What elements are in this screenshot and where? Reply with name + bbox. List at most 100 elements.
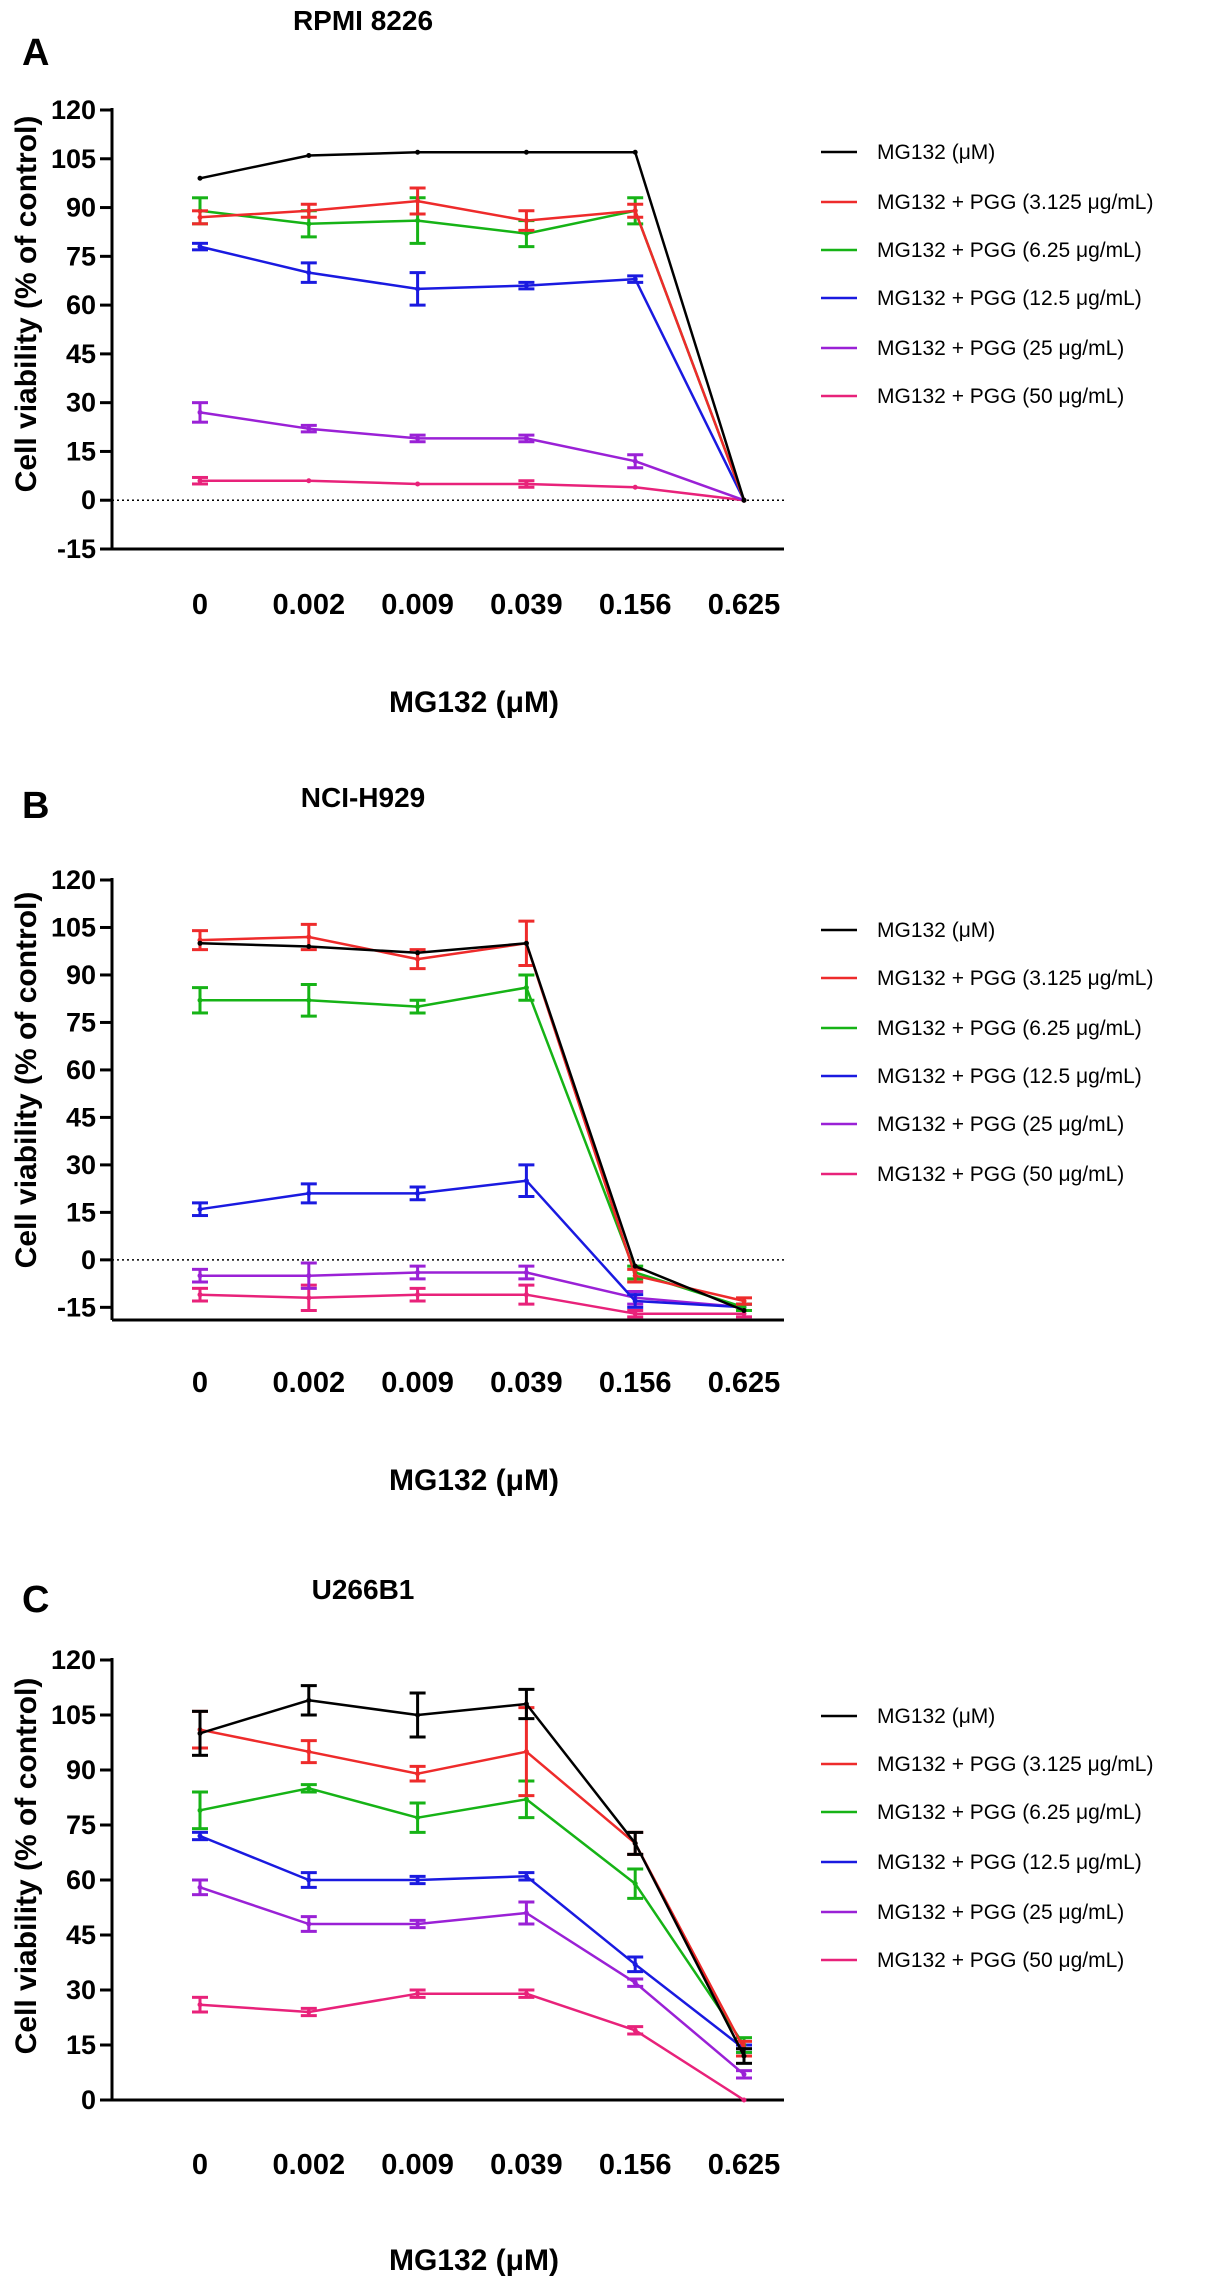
data-point — [632, 484, 638, 490]
x-tick-label: 0.156 — [599, 2149, 672, 2181]
data-point — [523, 1292, 529, 1298]
series-line — [200, 986, 745, 1309]
data-point — [197, 409, 203, 415]
data-point — [197, 1807, 203, 1813]
panel-a-plot: 120 105 90 75 60 45 30 15 0 -15 0 0.002 0.009 0.039 0.… — [51, 95, 784, 621]
x-tick-label: 0.002 — [273, 589, 346, 621]
data-point — [523, 1910, 529, 1916]
data-point — [523, 231, 529, 237]
data-point — [415, 1004, 421, 1010]
data-point — [523, 985, 529, 991]
data-point — [197, 1273, 203, 1279]
data-point — [632, 208, 638, 214]
legend-label: MG132 + PGG (3.125 μg/mL) — [877, 191, 1153, 214]
panel-a: A RPMI 8226 Cell viability (% of control… — [10, 5, 1153, 719]
series-line — [200, 479, 745, 502]
series-line — [199, 199, 746, 501]
y-tick-label: 90 — [66, 193, 96, 223]
legend-label: MG132 + PGG (50 μg/mL) — [877, 1949, 1124, 1972]
data-point — [523, 1701, 529, 1707]
x-tick-label: 0.156 — [599, 589, 672, 621]
data-point — [523, 218, 529, 224]
data-point — [415, 435, 421, 441]
data-point — [415, 1190, 421, 1196]
data-point — [523, 481, 529, 487]
x-tick-label: 0.156 — [599, 1367, 672, 1399]
data-point — [306, 1785, 312, 1791]
y-tick-label: 90 — [66, 1755, 96, 1785]
data-point — [632, 1298, 638, 1304]
legend-label: MG132 + PGG (12.5 μg/mL) — [877, 1065, 1142, 1088]
data-point — [632, 1881, 638, 1887]
series-line — [199, 151, 746, 501]
data-point — [741, 2071, 747, 2077]
y-tick-label: 15 — [66, 1197, 96, 1227]
x-tick-label: 0 — [192, 589, 208, 621]
legend-label: MG132 + PGG (3.125 μg/mL) — [877, 1753, 1153, 1776]
data-point — [197, 1833, 203, 1839]
series-line — [199, 245, 746, 501]
data-point — [741, 497, 747, 503]
y-tick-label: 30 — [66, 1975, 96, 2005]
x-tick-label: 0.002 — [273, 2149, 346, 2181]
data-point — [415, 1771, 421, 1777]
data-point — [197, 1730, 203, 1736]
y-tick-label: 90 — [66, 960, 96, 990]
data-point — [306, 934, 312, 940]
series-line — [199, 1699, 746, 2057]
data-point — [415, 1921, 421, 1927]
legend-label: MG132 + PGG (12.5 μg/mL) — [877, 1851, 1142, 1874]
legend-label: MG132 + PGG (12.5 μg/mL) — [877, 287, 1142, 310]
panel-a-legend: MG132 (μM) MG132 + PGG (3.125 μg/mL) MG1… — [821, 141, 1153, 408]
series-line — [199, 209, 746, 501]
data-point — [741, 1298, 747, 1304]
y-tick-label: 0 — [81, 485, 96, 515]
x-tick-label: 0 — [192, 2149, 208, 2181]
y-tick-label: 120 — [51, 1645, 96, 1675]
data-point — [523, 435, 529, 441]
y-tick-label: 105 — [51, 1700, 96, 1730]
y-tick-label: 60 — [66, 1055, 96, 1085]
panel-c-title: U266B1 — [312, 1574, 415, 1605]
legend-label: MG132 + PGG (6.25 μg/mL) — [877, 1801, 1142, 1824]
y-tick-label: 30 — [66, 388, 96, 418]
y-tick-label: 30 — [66, 1150, 96, 1180]
x-tick-label: 0.625 — [708, 1367, 781, 1399]
data-point — [415, 1712, 421, 1718]
data-point — [415, 1292, 421, 1298]
data-point — [197, 214, 203, 220]
data-point — [523, 1749, 529, 1755]
panel-b-xlabel: MG132 (μM) — [389, 1464, 559, 1497]
data-point — [741, 2053, 747, 2059]
y-tick-label: -15 — [57, 1292, 96, 1322]
data-point — [306, 1921, 312, 1927]
y-tick-label: -15 — [57, 534, 96, 564]
y-tick-label: 45 — [66, 339, 96, 369]
data-point — [415, 950, 421, 956]
legend-label: MG132 + PGG (50 μg/mL) — [877, 1163, 1124, 1186]
series-line — [199, 1992, 745, 2102]
series-line — [199, 1834, 745, 2050]
y-tick-label: 75 — [66, 241, 96, 271]
panel-a-title: RPMI 8226 — [293, 5, 433, 36]
data-point — [197, 2002, 203, 2008]
y-tick-label: 0 — [81, 1245, 96, 1275]
data-point — [632, 149, 638, 155]
panel-a-xlabel: MG132 (μM) — [389, 686, 559, 719]
data-point — [415, 1815, 421, 1821]
data-point — [632, 2027, 638, 2033]
x-tick-label: 0.009 — [381, 2149, 454, 2181]
legend-label: MG132 + PGG (3.125 μg/mL) — [877, 967, 1153, 990]
x-tick-label: 0.009 — [381, 589, 454, 621]
y-tick-label: 0 — [81, 2085, 96, 2115]
data-point — [197, 1292, 203, 1298]
data-point — [415, 481, 421, 487]
series-line — [200, 1271, 745, 1309]
series-line — [199, 1886, 745, 2076]
data-point — [197, 1884, 203, 1890]
panel-c-letter: C — [22, 1579, 49, 1621]
data-point — [306, 426, 312, 432]
data-point — [306, 1749, 312, 1755]
x-tick-label: 0.625 — [708, 589, 781, 621]
legend-label: MG132 (μM) — [877, 1705, 995, 1728]
